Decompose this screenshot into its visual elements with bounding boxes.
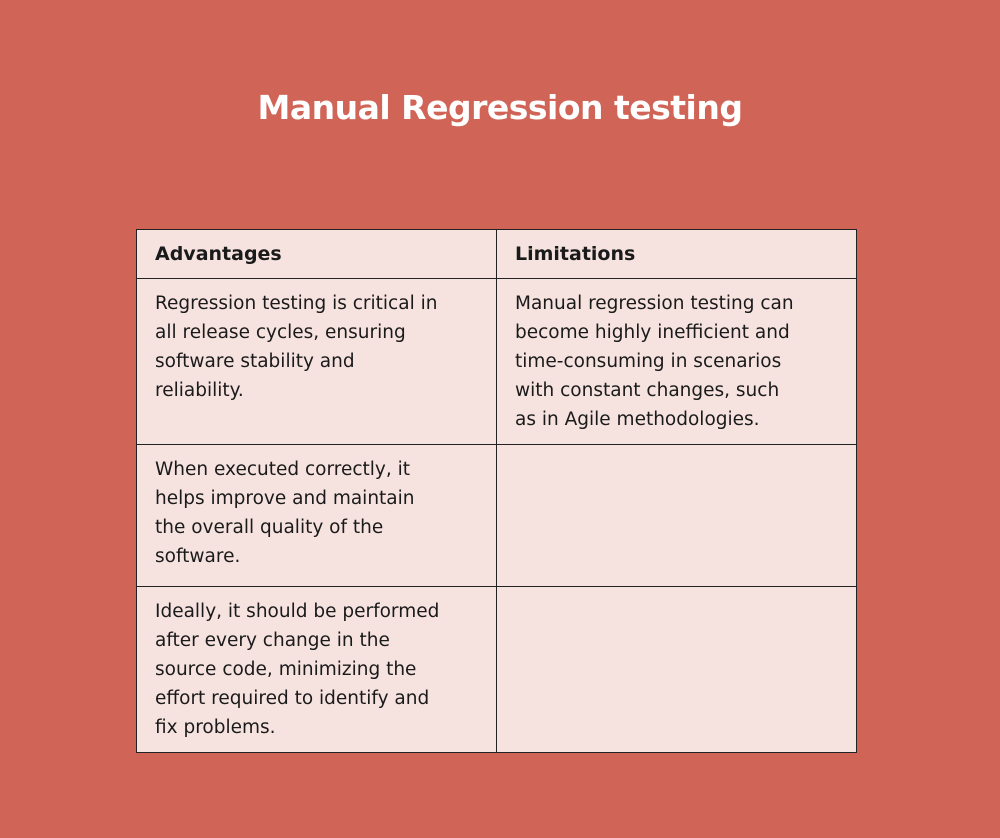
text-line: fix problems. [155,717,276,738]
limitation-cell: Manual regression testing can become hig… [496,278,857,445]
table-row: Regression testing is critical in all re… [136,278,857,445]
table-row: Ideally, it should be performed after ev… [136,586,857,753]
text-line: Manual regression testing can [515,293,794,314]
header-advantages: Advantages [136,229,497,279]
text-line: all release cycles, ensuring [155,322,406,343]
limitation-cell-empty [496,444,857,587]
comparison-table: Advantages Limitations Regression testin… [136,229,857,753]
text-line: software stability and [155,351,355,372]
text-line: When executed correctly, it [155,459,410,480]
header-row: Advantages Limitations [136,229,857,279]
advantage-cell: When executed correctly, it helps improv… [136,444,497,587]
text-line: software. [155,546,241,567]
text-line: time-consuming in scenarios [515,351,782,372]
advantage-cell: Regression testing is critical in all re… [136,278,497,445]
text-line: with constant changes, such [515,380,780,401]
header-limitations: Limitations [496,229,857,279]
advantage-cell: Ideally, it should be performed after ev… [136,586,497,753]
text-line: source code, minimizing the [155,659,417,680]
text-line: after every change in the [155,630,390,651]
text-line: reliability. [155,380,244,401]
text-line: Regression testing is critical in [155,293,438,314]
text-line: effort required to identify and [155,688,430,709]
text-line: become highly inefficient and [515,322,790,343]
text-line: helps improve and maintain [155,488,415,509]
table-row: When executed correctly, it helps improv… [136,444,857,587]
limitation-cell-empty [496,586,857,753]
page-title: Manual Regression testing [257,88,743,127]
text-line: as in Agile methodologies. [515,409,760,430]
text-line: Ideally, it should be performed [155,601,440,622]
text-line: the overall quality of the [155,517,384,538]
